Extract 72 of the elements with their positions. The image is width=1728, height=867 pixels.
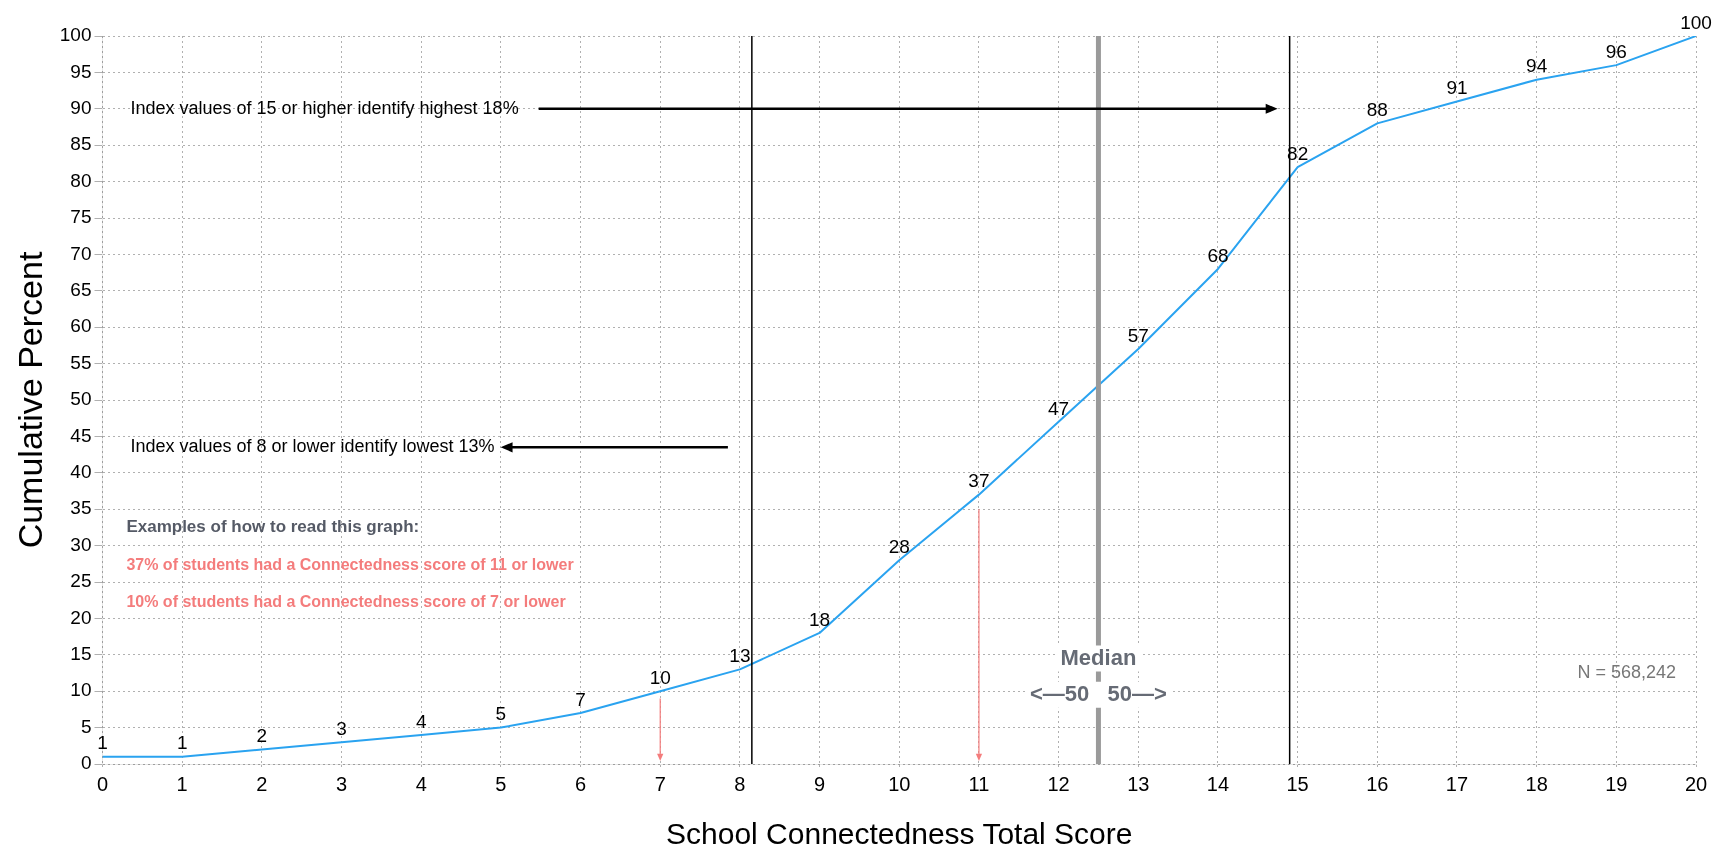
x-axis-title: School Connectedness Total Score	[666, 817, 1133, 851]
x-tick-label: 17	[1445, 772, 1469, 795]
annotation: Index values of 15 or higher identify highest 18%	[130, 97, 519, 118]
data-label: 28	[888, 535, 910, 557]
y-tick-label: 5	[80, 715, 92, 737]
x-tick-label: 13	[1127, 772, 1150, 795]
annotation: N = 568,242	[1577, 661, 1677, 682]
y-tick-label: 35	[70, 497, 92, 519]
x-tick-label: 8	[734, 772, 746, 795]
data-label: 57	[1127, 324, 1149, 346]
x-tick-label: 7	[654, 772, 666, 795]
x-tick-label: 3	[335, 772, 348, 795]
x-tick-label: 4	[415, 772, 427, 795]
data-label: 37	[968, 470, 990, 492]
data-label: 68	[1207, 244, 1229, 266]
data-label: 4	[415, 710, 427, 732]
y-tick-label: 10	[70, 679, 92, 701]
y-tick-label: 30	[70, 533, 92, 555]
annotation: Examples of how to read this graph:	[126, 517, 420, 537]
ref-line-label: Median	[1060, 644, 1137, 670]
data-label: 18	[809, 608, 831, 630]
y-tick-label: 100	[59, 24, 92, 46]
data-label: 88	[1366, 99, 1388, 121]
x-tick-label: 14	[1206, 772, 1230, 795]
data-label: 3	[336, 717, 347, 739]
x-tick-label: 19	[1605, 772, 1628, 795]
data-label: 100	[1680, 11, 1712, 33]
annotation: <—50 50—>	[1029, 680, 1167, 706]
y-tick-label: 95	[70, 60, 92, 82]
annotation: 10% of students had a Connectedness score of 7 or lower	[126, 592, 566, 610]
y-tick-label: 60	[70, 315, 92, 337]
y-tick-label: 40	[70, 461, 92, 483]
y-tick-label: 0	[80, 752, 92, 774]
x-tick-label: 12	[1047, 772, 1070, 795]
x-tick-label: 0	[96, 772, 109, 795]
y-tick-label: 50	[70, 388, 92, 410]
y-tick-label: 90	[70, 97, 92, 119]
x-tick-label: 15	[1286, 772, 1309, 795]
x-tick-label: 10	[888, 772, 911, 795]
data-label: 7	[575, 688, 586, 710]
y-tick-label: 80	[70, 169, 92, 191]
x-tick-label: 9	[814, 772, 826, 795]
y-axis-title: Cumulative Percent	[10, 251, 49, 549]
x-tick-label: 20	[1684, 772, 1708, 795]
y-tick-label: 15	[70, 643, 92, 665]
x-tick-label: 18	[1525, 772, 1548, 795]
y-tick-label: 25	[70, 570, 92, 592]
data-label: 91	[1446, 77, 1468, 99]
data-label: 1	[97, 732, 108, 754]
x-tick-label: 11	[968, 772, 990, 795]
data-label: 94	[1526, 55, 1548, 77]
x-tick-label: 6	[574, 772, 587, 795]
y-tick-label: 65	[70, 279, 92, 301]
y-tick-label: 75	[70, 206, 92, 228]
y-tick-label: 70	[70, 242, 92, 264]
data-label: 5	[495, 703, 507, 725]
x-tick-label: 16	[1366, 772, 1389, 795]
annotation: 37% of students had a Connectedness score of 11 or lower	[126, 555, 574, 573]
x-tick-label: 2	[256, 772, 268, 795]
y-tick-label: 20	[70, 606, 92, 628]
data-label: 10	[649, 666, 671, 688]
x-tick-label: 1	[176, 772, 188, 795]
data-label: 47	[1048, 397, 1070, 419]
y-tick-label: 85	[70, 133, 92, 155]
data-label: 96	[1605, 40, 1627, 62]
y-tick-label: 45	[70, 424, 92, 446]
data-label: 2	[256, 725, 268, 747]
data-label: 1	[176, 732, 188, 754]
y-tick-label: 55	[70, 351, 92, 373]
annotation: Index values of 8 or lower identify lowest 13%	[130, 436, 495, 457]
x-tick-label: 5	[495, 772, 507, 795]
data-label: 13	[729, 645, 751, 667]
